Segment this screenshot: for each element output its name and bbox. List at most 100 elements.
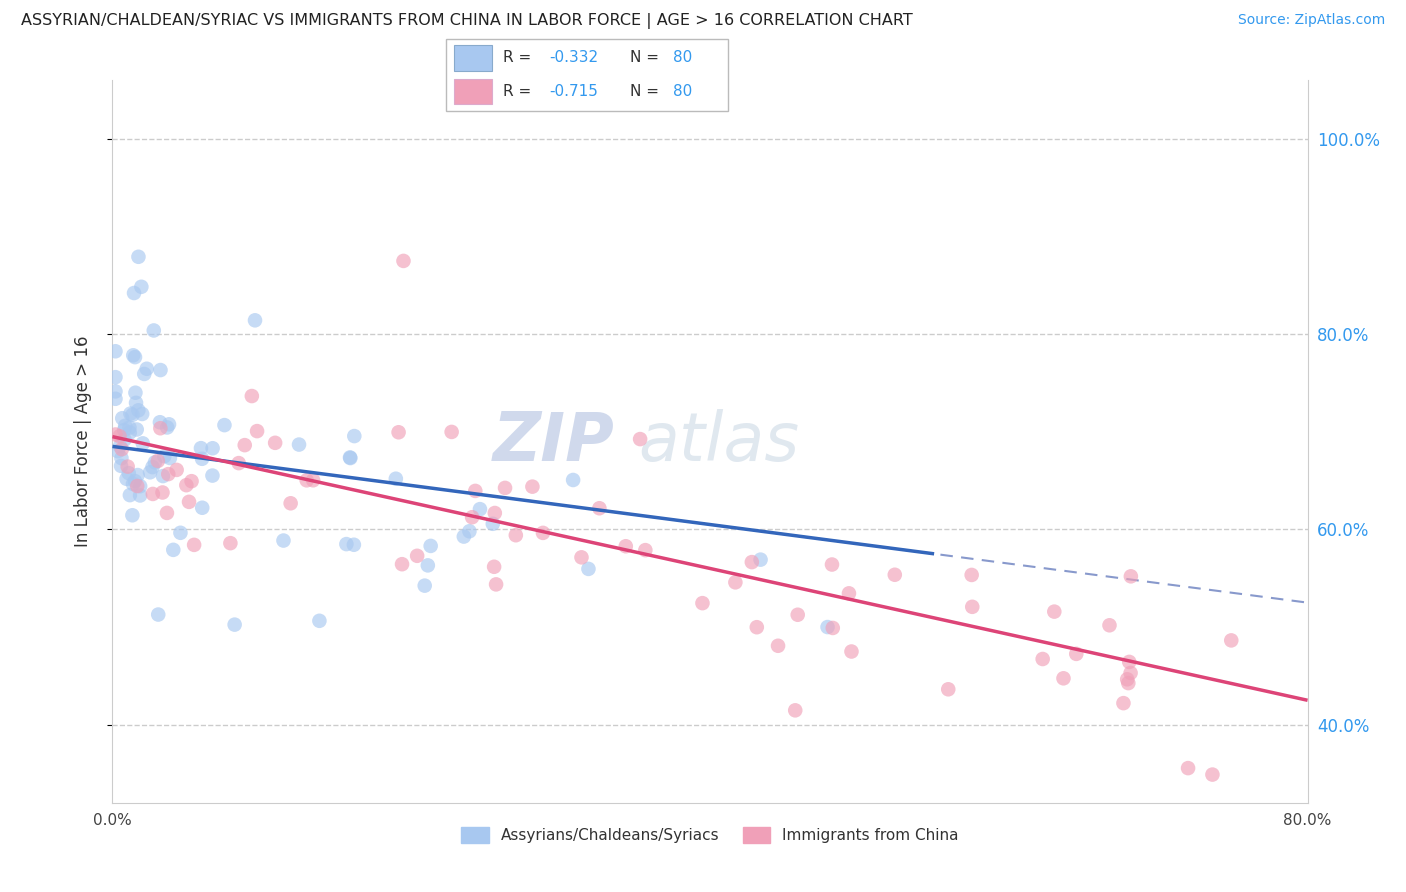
Text: N =: N =	[630, 50, 659, 65]
Point	[440, 425, 463, 439]
Point	[104, 392, 127, 406]
Point	[157, 467, 180, 482]
Point	[108, 439, 131, 453]
Point	[190, 441, 212, 455]
Legend: Assyrians/Chaldeans/Syriacs, Immigrants from China: Assyrians/Chaldeans/Syriacs, Immigrants …	[456, 822, 965, 849]
Point	[1112, 696, 1135, 710]
Point	[786, 607, 808, 622]
Point	[280, 496, 302, 510]
Point	[149, 421, 172, 435]
Point	[1220, 633, 1243, 648]
Point	[458, 524, 481, 539]
Point	[129, 479, 152, 493]
Point	[1118, 676, 1140, 690]
Point	[159, 450, 181, 465]
Point	[841, 644, 863, 658]
Point	[139, 465, 162, 479]
Point	[169, 525, 191, 540]
Point	[343, 429, 366, 443]
Text: 80: 80	[673, 84, 693, 98]
Point	[692, 596, 714, 610]
Point	[142, 323, 165, 337]
Text: -0.715: -0.715	[550, 84, 599, 98]
Point	[821, 621, 844, 635]
Point	[118, 420, 141, 434]
Point	[1177, 761, 1199, 775]
Point	[156, 420, 179, 434]
Point	[153, 449, 176, 463]
Point	[522, 480, 544, 494]
Point	[132, 436, 155, 450]
Point	[288, 437, 311, 451]
Point	[1118, 655, 1140, 669]
Point	[387, 425, 409, 440]
Point	[1119, 569, 1142, 583]
Point	[191, 500, 214, 515]
Point	[614, 539, 637, 553]
FancyBboxPatch shape	[446, 39, 728, 111]
Point	[482, 516, 505, 531]
Point	[273, 533, 295, 548]
Point	[578, 562, 600, 576]
Point	[406, 549, 429, 563]
Point	[111, 411, 134, 425]
Point	[821, 558, 844, 572]
Point	[124, 350, 146, 364]
Point	[110, 458, 132, 473]
Point	[127, 479, 149, 493]
Point	[295, 473, 318, 487]
Point	[104, 427, 127, 442]
Point	[453, 530, 475, 544]
Point	[127, 250, 149, 264]
Text: 80: 80	[673, 50, 693, 65]
Point	[339, 451, 361, 466]
Point	[112, 423, 135, 437]
Point	[468, 502, 491, 516]
Point	[494, 481, 516, 495]
Point	[122, 348, 145, 362]
Point	[122, 476, 145, 491]
Point	[1201, 767, 1223, 781]
Point	[962, 599, 984, 614]
Point	[634, 543, 657, 558]
Point	[464, 483, 486, 498]
Point	[936, 682, 959, 697]
Point	[104, 370, 127, 384]
Point	[391, 557, 413, 571]
Point	[142, 487, 165, 501]
Point	[228, 456, 250, 470]
Point	[149, 363, 172, 377]
Point	[419, 539, 441, 553]
Point	[108, 429, 131, 443]
Point	[749, 552, 772, 566]
Point	[135, 361, 157, 376]
Point	[392, 254, 415, 268]
Point	[817, 620, 839, 634]
Point	[110, 451, 132, 466]
Point	[146, 454, 169, 468]
Point	[343, 538, 366, 552]
Point	[1043, 605, 1066, 619]
Point	[243, 313, 266, 327]
Point	[264, 435, 287, 450]
Point	[1098, 618, 1121, 632]
Point	[120, 407, 142, 421]
Point	[416, 558, 439, 573]
Point	[531, 525, 554, 540]
Point	[339, 450, 361, 465]
Point	[122, 285, 145, 300]
Point	[766, 639, 789, 653]
Point	[124, 385, 146, 400]
Point	[1052, 671, 1074, 685]
Point	[114, 418, 136, 433]
Point	[1119, 665, 1142, 680]
Point	[127, 403, 149, 417]
Point	[124, 474, 146, 488]
FancyBboxPatch shape	[454, 45, 492, 70]
Point	[335, 537, 357, 551]
Point	[118, 466, 141, 480]
Point	[883, 567, 905, 582]
Point	[1066, 647, 1088, 661]
Point	[240, 389, 263, 403]
Point	[134, 367, 156, 381]
